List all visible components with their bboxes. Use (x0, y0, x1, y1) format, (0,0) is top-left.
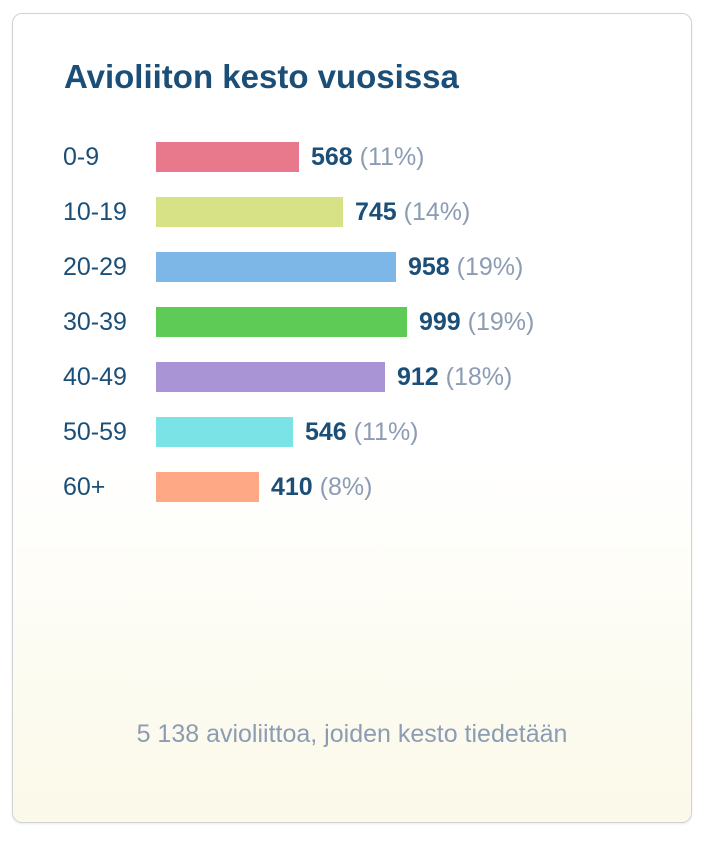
bar (156, 472, 259, 502)
category-label: 40-49 (63, 363, 127, 391)
bar-row: 50-59 546 (11%) (13, 417, 691, 447)
value-number: 745 (355, 198, 397, 226)
value-label: 912 (18%) (397, 362, 512, 392)
category-label: 60+ (63, 473, 106, 501)
value-number: 410 (271, 473, 313, 501)
bar (156, 307, 407, 337)
value-number: 568 (311, 143, 353, 171)
value-label: 568 (11%) (311, 142, 425, 172)
bar (156, 142, 299, 172)
bar (156, 197, 343, 227)
value-percent: (18%) (445, 363, 513, 391)
value-percent: (11%) (353, 418, 419, 446)
bar (156, 362, 385, 392)
footer-note: 5 138 avioliittoa, joiden kesto tiedetää… (136, 720, 568, 748)
bar (156, 417, 293, 447)
bar-row: 0-9 568 (11%) (13, 142, 691, 172)
category-label: 50-59 (63, 418, 127, 446)
value-label: 999 (19%) (419, 307, 534, 337)
chart-card: Avioliiton kesto vuosissa 0-9 568 (11%) 10… (12, 13, 692, 823)
bar-row: 20-29 958 (19%) (13, 252, 691, 282)
value-percent: (14%) (403, 198, 471, 226)
value-number: 546 (305, 418, 347, 446)
value-label: 410 (8%) (271, 472, 372, 502)
bar-row: 10-19 745 (14%) (13, 197, 691, 227)
category-label: 10-19 (63, 198, 127, 226)
value-number: 958 (408, 253, 450, 281)
category-label: 30-39 (63, 308, 127, 336)
category-label: 0-9 (63, 143, 100, 171)
value-percent: (8%) (319, 473, 373, 501)
bar-row: 40-49 912 (18%) (13, 362, 691, 392)
value-number: 999 (419, 308, 461, 336)
value-percent: (19%) (456, 253, 524, 281)
value-label: 958 (19%) (408, 252, 523, 282)
value-percent: (11%) (359, 143, 425, 171)
value-percent: (19%) (467, 308, 535, 336)
chart-title: Avioliiton kesto vuosissa (64, 58, 459, 95)
value-number: 912 (397, 363, 439, 391)
bar-row: 30-39 999 (19%) (13, 307, 691, 337)
bar-rows: 0-9 568 (11%) 10-19 745 (14%) 20-29 958 (19%)… (13, 14, 691, 822)
category-label: 20-29 (63, 253, 127, 281)
bar-row: 60+ 410 (8%) (13, 472, 691, 502)
bar (156, 252, 396, 282)
value-label: 546 (11%) (305, 417, 419, 447)
value-label: 745 (14%) (355, 197, 470, 227)
